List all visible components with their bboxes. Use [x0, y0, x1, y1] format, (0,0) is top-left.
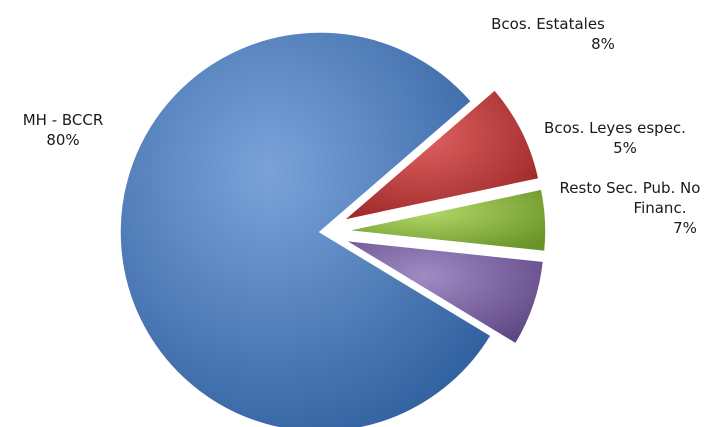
label-mh-bccr-pct: 80%: [46, 131, 80, 149]
label-bcos-leyes-name: Bcos. Leyes espec.: [544, 119, 686, 137]
label-resto-name-line1: Resto Sec. Pub. No: [559, 179, 701, 197]
label-bcos-leyes-pct: 5%: [613, 139, 637, 157]
pie-slice-resto-sec-pub-no-financ: [344, 239, 545, 345]
pie-slice-mh-bccr: [119, 31, 493, 427]
label-mh-bccr: MH - BCCR 80%: [8, 110, 118, 150]
pie-slice-bcos-leyes-espec: [345, 188, 547, 253]
label-resto-name-line2: Financ.: [633, 199, 687, 217]
label-bcos-estatales-name: Bcos. Estatales: [491, 15, 605, 33]
label-resto-pct: 7%: [673, 219, 697, 237]
label-resto-sec-pub: Resto Sec. Pub. No Financ. 7%: [545, 178, 715, 238]
label-bcos-estatales-pct: 8%: [591, 35, 615, 53]
label-mh-bccr-name: MH - BCCR: [22, 111, 104, 129]
label-bcos-estatales: Bcos. Estatales 8%: [468, 14, 628, 54]
pie-slice-bcos-estatales: [342, 88, 540, 222]
label-bcos-leyes: Bcos. Leyes espec. 5%: [530, 118, 700, 158]
